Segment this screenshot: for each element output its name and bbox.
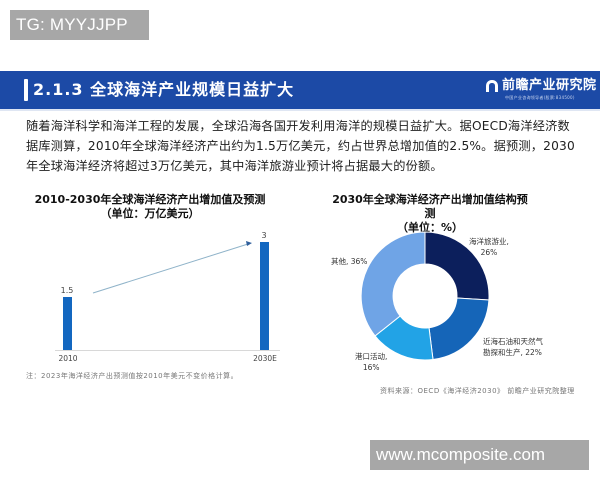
brand-logo: 前瞻产业研究院 中国产业咨询领导者(股票:834500) — [485, 78, 597, 100]
label-others: 其他, 36% — [331, 256, 367, 267]
label-marine-tourism-value: 26% — [480, 248, 498, 257]
label-marine-tourism: 海洋旅游业, 26% — [469, 236, 509, 258]
slice-others — [360, 231, 426, 337]
bar-2030e — [260, 242, 269, 350]
label-offshore-oil-gas-value: 勘探和生产, 22% — [483, 348, 542, 357]
bar-value-2010: 1.5 — [60, 286, 74, 295]
url-watermark-badge: www.mcomposite.com — [370, 440, 589, 470]
intro-paragraph: 随着海洋科学和海洋工程的发展，全球沿海各国开发利用海洋的规模日益扩大。据OECD… — [26, 119, 575, 173]
section-header-bar: 2.1.3 全球海洋产业规模日益扩大 前瞻产业研究院 中国产业咨询领导者(股票:… — [0, 71, 600, 111]
brand-name: 前瞻产业研究院 — [502, 78, 597, 93]
bar-value-2030e: 3 — [261, 231, 267, 240]
bar-chart-x-axis — [55, 350, 280, 351]
label-offshore-oil-gas-name: 近海石油和天然气 — [483, 337, 543, 346]
label-offshore-oil-gas: 近海石油和天然气 勘探和生产, 22% — [483, 336, 543, 358]
donut-chart-title-line2: （单位：%） — [396, 221, 464, 234]
bar-2010 — [63, 297, 72, 350]
donut-chart-title: 2030年全球海洋经济产出增加值结构预测 （单位：%） — [330, 193, 530, 235]
bar-chart-title-line2: （单位：万亿美元） — [100, 207, 200, 220]
donut-chart-title-line1: 2030年全球海洋经济产出增加值结构预测 — [332, 193, 528, 220]
x-label-2030e: 2030E — [253, 354, 277, 363]
brand-tagline: 中国产业咨询领导者(股票:834500) — [505, 95, 575, 100]
bar-chart-note: 注：2023年海洋经济产出预测值按2010年美元不变价格计算。 — [26, 372, 239, 380]
label-others-name: 其他, 36% — [331, 257, 368, 266]
x-label-2010: 2010 — [58, 354, 78, 363]
label-port-activities: 港口活动, 16% — [355, 351, 387, 373]
source-note: 资料来源：OECD《海洋经济2030》 前瞻产业研究院整理 — [380, 387, 575, 395]
tg-watermark-badge: TG: MYYJJPP — [10, 10, 149, 40]
bar-chart-title-line1: 2010-2030年全球海洋经济产出增加值及预测 — [34, 193, 266, 206]
bar-chart-title: 2010-2030年全球海洋经济产出增加值及预测 （单位：万亿美元） — [30, 193, 270, 221]
label-port-activities-name: 港口活动, — [355, 352, 388, 361]
label-port-activities-value: 16% — [362, 363, 380, 372]
section-title: 2.1.3 全球海洋产业规模日益扩大 — [33, 80, 295, 99]
label-marine-tourism-name: 海洋旅游业, — [469, 237, 509, 246]
brand-logo-icon — [486, 80, 498, 92]
header-accent-mark — [24, 79, 28, 101]
slice-offshore-oil-gas — [428, 297, 490, 361]
